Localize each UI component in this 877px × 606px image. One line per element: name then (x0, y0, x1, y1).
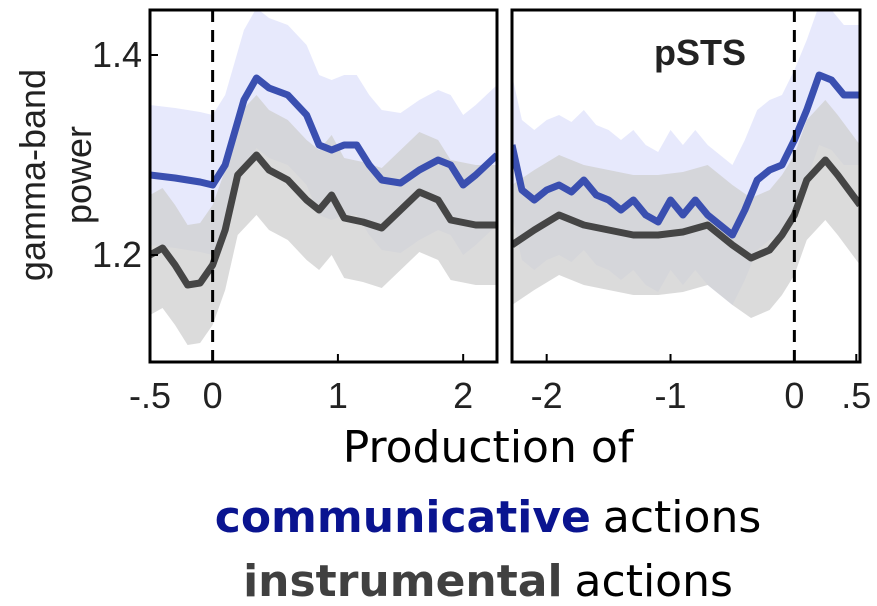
legend-suffix: actions (603, 492, 761, 543)
y-label: gamma-band (12, 69, 53, 281)
y-tick-label: 1.2 (92, 234, 142, 275)
line (150, 151, 497, 289)
x-tick-label: 2 (453, 375, 473, 416)
line (512, 156, 860, 262)
x-label: Production of (343, 422, 635, 473)
x-tick-label: -.5 (129, 375, 171, 416)
panel-title: pSTS (654, 32, 746, 73)
plot-area (150, 10, 497, 345)
x-tick-label: .5 (841, 375, 871, 416)
x-tick-label: -2 (531, 375, 563, 416)
legend-suffix: actions (575, 556, 733, 606)
frame (510, 8, 862, 364)
legend-instrumental: instrumental actions (243, 556, 733, 606)
legend-communicative: communicative actions (215, 492, 762, 543)
legend-label: instrumental (243, 556, 562, 606)
y-label: power (58, 126, 99, 224)
line (512, 71, 860, 239)
x-tick-label: -1 (655, 375, 687, 416)
error-band (150, 95, 497, 345)
y-tick-label: 1.4 (92, 34, 142, 75)
legend-label: communicative (215, 492, 591, 543)
frame (148, 8, 499, 364)
x-tick-label: 1 (328, 375, 348, 416)
x-tick-label: 0 (203, 375, 223, 416)
plot-area (512, 10, 860, 318)
x-tick-label: 0 (784, 375, 804, 416)
line (150, 74, 497, 189)
